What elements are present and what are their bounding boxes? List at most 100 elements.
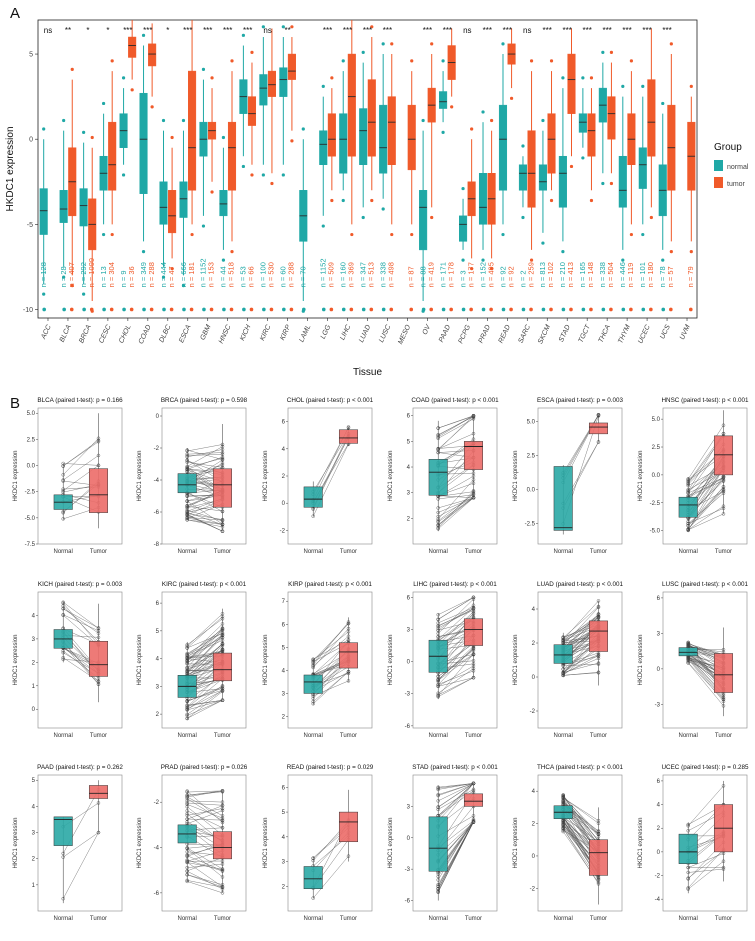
normal-outlier (501, 232, 505, 237)
n-normal-label: n = 101 (638, 262, 647, 287)
tumor-box (212, 652, 232, 682)
pair-line (688, 849, 724, 889)
y-tick-label: 2 (32, 857, 36, 863)
tumor-floor-point (509, 307, 513, 312)
pair-line (187, 613, 223, 647)
y-tick-label: 4 (282, 835, 286, 841)
paired-chart: LUSC (paired t-test): p < 0.001 -3 0 3 6 HKDC… (638, 581, 748, 739)
pair-line (688, 513, 724, 531)
paired-plot-frame (412, 591, 498, 729)
normal-outlier (381, 42, 385, 46)
y-tick-label: 1 (32, 883, 36, 889)
paired-chart-title: KIRP (paired t-test): p < 0.001 (288, 581, 372, 588)
x-tick-label: Tumor (214, 733, 231, 739)
paired-plot-frame (662, 774, 748, 912)
n-normal-label: n = 338 (598, 262, 607, 287)
significance-label: *** (363, 26, 372, 35)
pair-line (687, 467, 724, 531)
normal-box (79, 188, 88, 227)
normal-floor-point (262, 307, 266, 312)
significance-label: *** (183, 26, 192, 35)
pair-line (688, 493, 724, 524)
paired-chart-title: BLCA (paired t-test): p = 0.166 (37, 397, 123, 404)
tumor-floor-point (209, 307, 214, 312)
paired-plot-frame (287, 407, 373, 545)
normal-outlier (661, 101, 665, 106)
paired-chart: ESCA (paired t-test): p = 0.003 -2.5 0.0 2.… (513, 397, 623, 555)
y-tick-label: 0 (407, 660, 411, 666)
x-tick-label: Normal (429, 549, 448, 555)
pair-line (438, 497, 474, 509)
n-normal-label: n = 292 (79, 262, 88, 287)
n-tumor-label: n = 518 (227, 262, 236, 287)
pair-line (438, 497, 474, 513)
y-tick-label: 3 (657, 631, 661, 637)
tumor-box (188, 70, 197, 191)
n-tumor-label: n = 369 (347, 262, 356, 287)
legend-swatch (714, 177, 723, 188)
significance-label: *** (563, 26, 572, 35)
tumor-floor-point (669, 307, 673, 312)
pair-line (688, 490, 724, 530)
pair-line (438, 597, 474, 620)
pair-line (438, 491, 474, 497)
pair-line (688, 861, 724, 890)
paired-plot-frame (287, 591, 373, 729)
paired-chart-title: HNSC (paired t-test): p < 0.001 (662, 397, 749, 404)
pair-line (438, 415, 474, 429)
paired-chart: HNSC (paired t-test): p < 0.001 -5.0 -2.5 0… (638, 397, 749, 555)
normal-outlier (42, 127, 46, 131)
y-tick-label: 6 (657, 596, 661, 602)
pair-line (438, 608, 474, 627)
x-tick-label: Normal (679, 549, 698, 555)
significance-label: ns (523, 26, 531, 35)
n-tumor-label: n = 57 (666, 266, 675, 287)
normal-outlier (201, 224, 206, 228)
significance-label: *** (243, 26, 252, 35)
x-tick-label: Tumor (590, 549, 607, 555)
paired-chart-title: KIRC (paired t-test): p < 0.001 (162, 581, 247, 588)
y-tick-label: 2 (532, 641, 536, 647)
normal-outlier (361, 50, 365, 54)
paired-chart: THCA (paired t-test): p < 0.001 -2 0 2 4 HKDC… (513, 764, 623, 922)
pair-line (688, 643, 724, 655)
normal-box (638, 147, 647, 189)
pair-line (563, 658, 599, 674)
normal-outlier (501, 42, 505, 46)
tumor-floor-point (569, 307, 573, 312)
tumor-floor-point (689, 307, 693, 312)
tumor-floor-point (369, 307, 374, 312)
n-normal-label: n = 444 (159, 262, 168, 287)
normal-box (498, 104, 508, 191)
pair-line (438, 415, 474, 451)
y-tick-label: 4 (282, 668, 286, 674)
normal-floor-point (142, 307, 146, 312)
normal-floor-point (321, 307, 326, 312)
normal-floor-point (361, 307, 366, 312)
normal-floor-point (222, 307, 226, 312)
pair-line (438, 646, 474, 681)
normal-floor-point (242, 307, 246, 312)
normal-outlier (341, 198, 345, 203)
normal-box (53, 816, 73, 846)
x-tick-label: TGCT (578, 323, 593, 344)
significance-label: *** (223, 26, 232, 35)
significance-label: ns (263, 26, 271, 35)
normal-outlier (521, 144, 525, 148)
pair-line (563, 796, 599, 835)
n-tumor-label: n = 259 (526, 262, 535, 287)
pair-line (187, 802, 223, 806)
x-tick-label: Tumor (340, 733, 357, 739)
tumor-box (338, 642, 358, 669)
y-tick-label: 5.0 (27, 411, 36, 417)
y-tick-label: 0 (29, 137, 33, 144)
pair-line (563, 606, 599, 639)
paired-chart: CHOL (paired t-test): p < 0.001 -2 0 2 4 6 HKD… (263, 397, 374, 555)
tumor-box (463, 618, 483, 646)
x-tick-label: Normal (54, 549, 73, 555)
tumor-floor-point (429, 307, 434, 312)
significance-label: *** (622, 26, 631, 35)
y-tick-label: -4 (154, 846, 160, 852)
tumor-floor-point (469, 307, 473, 312)
x-tick-label: CHOL (118, 324, 133, 345)
